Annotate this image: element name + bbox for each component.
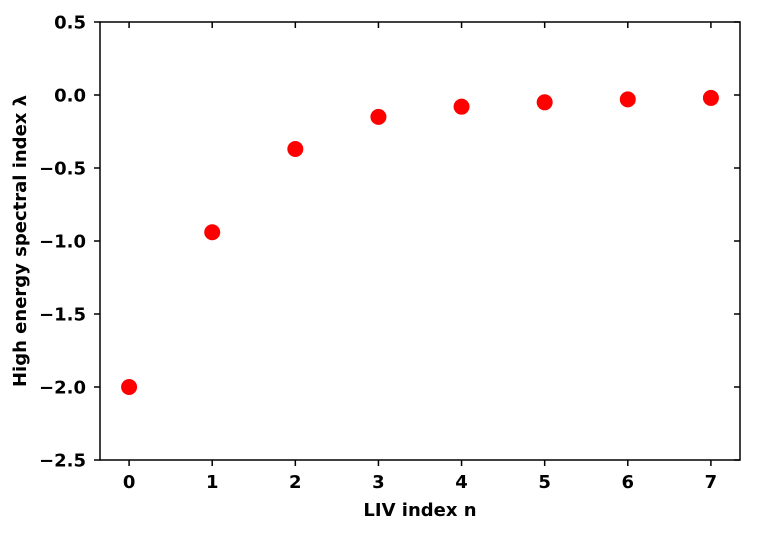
y-axis-label: High energy spectral index λ xyxy=(10,95,31,387)
x-tick-label: 0 xyxy=(123,472,136,493)
data-point xyxy=(537,94,553,110)
data-point xyxy=(370,109,386,125)
x-tick-label: 7 xyxy=(705,472,718,493)
x-tick-label: 1 xyxy=(206,472,219,493)
x-tick-label: 6 xyxy=(622,472,635,493)
data-point xyxy=(287,141,303,157)
y-tick-label: −2.5 xyxy=(39,450,86,471)
x-tick-label: 2 xyxy=(289,472,302,493)
data-point xyxy=(620,91,636,107)
x-tick-label: 4 xyxy=(455,472,468,493)
y-tick-label: −1.0 xyxy=(39,231,86,252)
y-tick-label: 0.5 xyxy=(54,12,86,33)
x-tick-label: 5 xyxy=(538,472,551,493)
y-tick-label: 0.0 xyxy=(54,85,86,106)
y-tick-label: −1.5 xyxy=(39,304,86,325)
data-point xyxy=(454,99,470,115)
y-tick-label: −2.0 xyxy=(39,377,86,398)
chart-background xyxy=(0,0,769,535)
chart-svg: 0 1 2 3 4 5 6 7 −2.5 −2.0 −1.5 −1.0 −0.5 0.0 0.5 LIV in… xyxy=(0,0,769,535)
x-tick-label: 3 xyxy=(372,472,385,493)
x-axis-label: LIV index n xyxy=(363,500,476,521)
scatter-chart: 0 1 2 3 4 5 6 7 −2.5 −2.0 −1.5 −1.0 −0.5 0.0 0.5 LIV in… xyxy=(0,0,769,535)
data-point xyxy=(121,379,137,395)
data-point xyxy=(703,90,719,106)
data-point xyxy=(204,224,220,240)
y-tick-label: −0.5 xyxy=(39,158,86,179)
